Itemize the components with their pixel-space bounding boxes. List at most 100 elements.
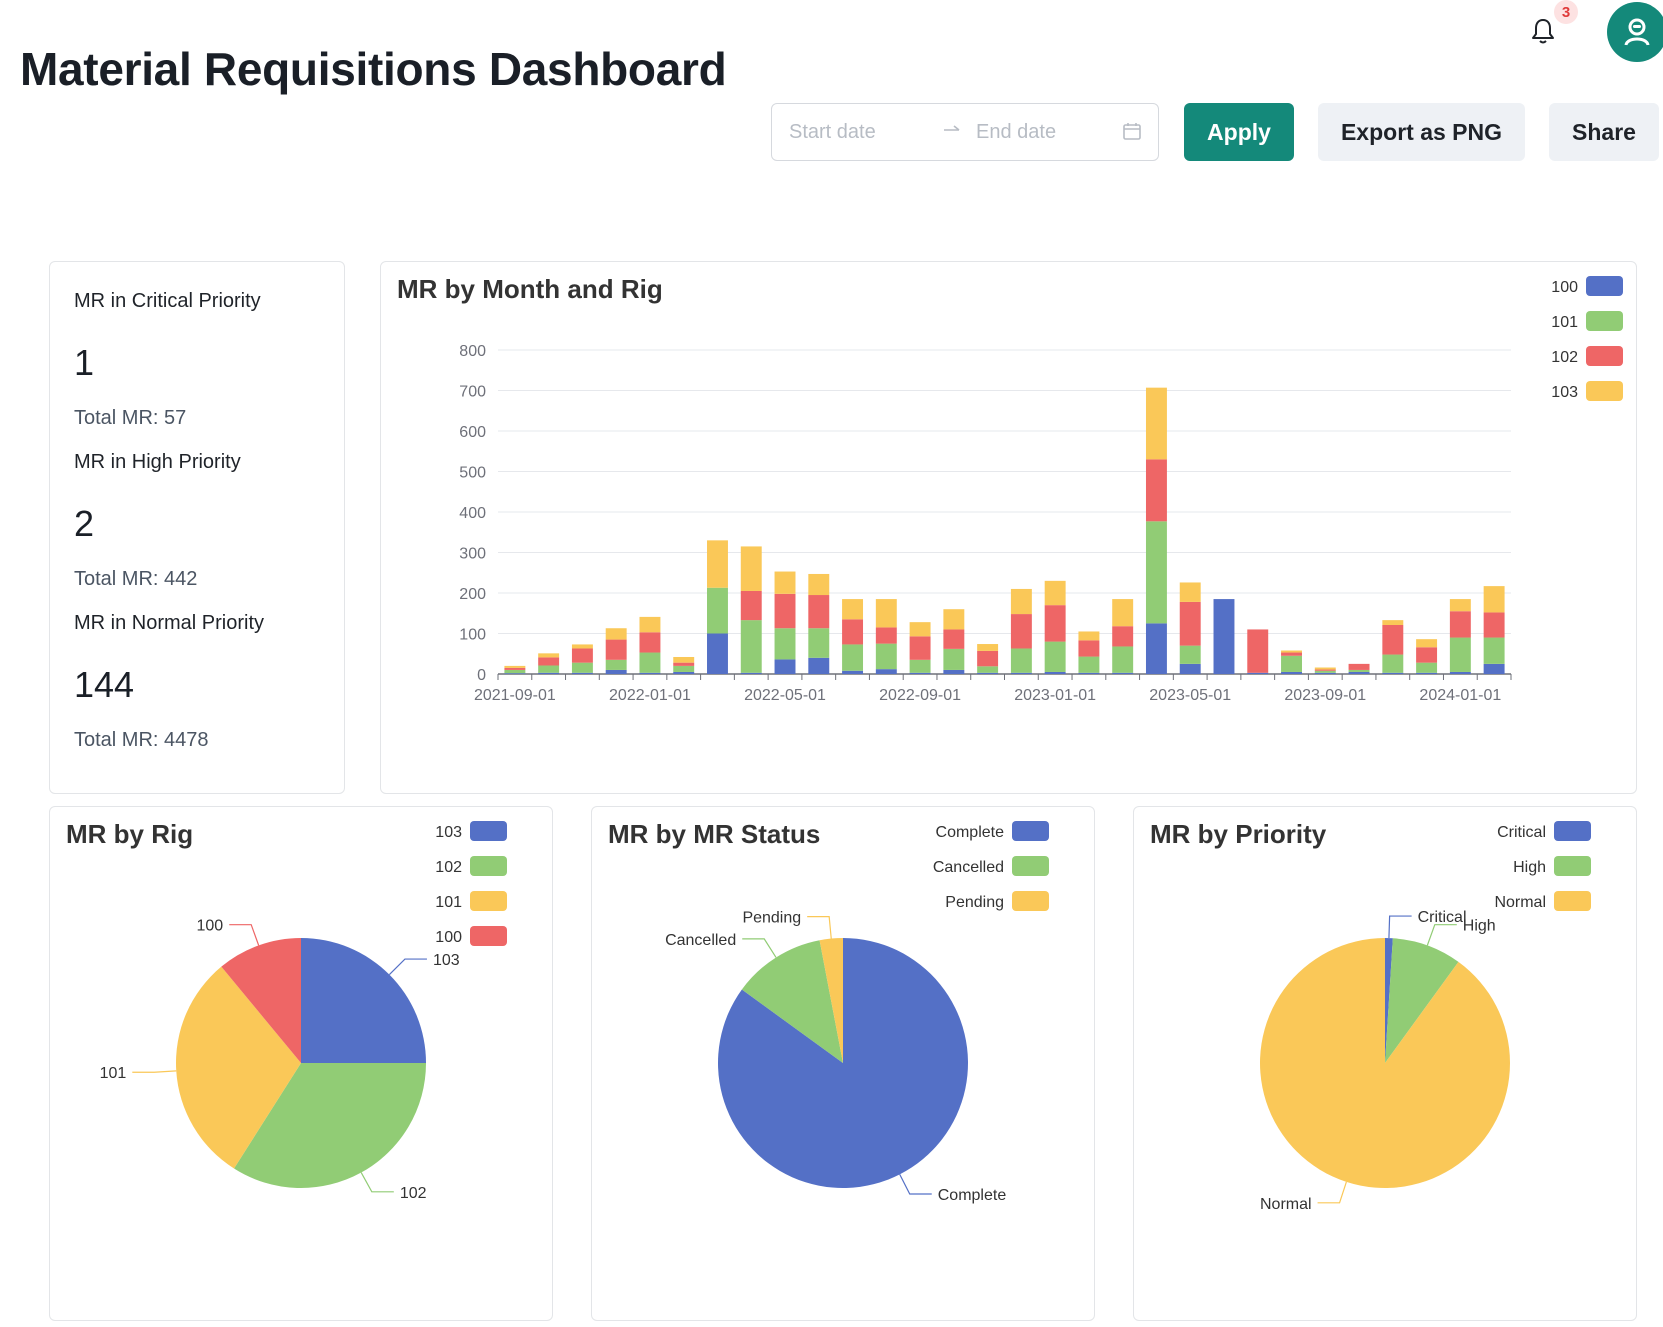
y-tick-label: 700	[459, 384, 486, 401]
bar-segment-103	[1483, 586, 1505, 613]
legend-label: Normal	[1494, 894, 1546, 911]
kpi-high-total: Total MR: 442	[74, 568, 198, 590]
bar-segment-100	[875, 669, 897, 674]
bar-segment-103	[1078, 631, 1100, 641]
bar-segment-100	[774, 659, 796, 674]
pie-slice-label: Critical	[1418, 909, 1467, 926]
bar-segment-100	[1044, 671, 1066, 674]
status-pie-chart: Complete Cancelled Pending Complete Cancelle…	[665, 821, 1049, 1204]
bar-segment-102	[1179, 601, 1201, 646]
pie-slice-cancelled	[741, 940, 843, 1063]
bar-segment-102	[977, 650, 999, 667]
legend-swatch	[1554, 821, 1591, 841]
kpi-critical-label: MR in Critical Priority	[74, 290, 261, 312]
bar-segment-101	[1078, 656, 1100, 673]
bar-segment-103	[774, 571, 796, 594]
legend-swatch	[1554, 891, 1591, 911]
priority-kpi-card: MR in Critical Priority 1 Total MR: 57 M…	[49, 261, 345, 794]
bar-segment-101	[1010, 648, 1032, 673]
start-date-input[interactable]: Start date	[789, 121, 876, 143]
arrow-right-icon	[942, 119, 962, 145]
x-tick-label: 2023-09-01	[1284, 687, 1366, 704]
bar-segment-100	[1348, 671, 1370, 674]
bar-segment-102	[1145, 459, 1167, 522]
bar-segment-102	[1449, 611, 1471, 638]
apply-button[interactable]: Apply	[1184, 103, 1294, 161]
pie-label-line	[899, 1174, 932, 1195]
bar-segment-102	[538, 657, 560, 666]
user-avatar[interactable]	[1607, 2, 1663, 62]
pie-slice-pending	[819, 938, 843, 1063]
kpi-high-value: 2	[74, 503, 95, 544]
bar-segment-100	[1078, 672, 1100, 674]
bar-segment-100	[1483, 663, 1505, 674]
bar-segment-101	[1449, 637, 1471, 672]
bar-segment-101	[707, 587, 728, 634]
bar-segment-103	[1044, 580, 1066, 606]
x-tick-label: 2022-05-01	[744, 687, 826, 704]
end-date-input[interactable]: End date	[976, 121, 1057, 143]
chart-title: MR by Rig	[66, 819, 194, 849]
kpi-critical-value: 1	[74, 342, 95, 383]
pie-slice-label: 103	[433, 952, 460, 969]
page-title: Material Requisitions Dashboard	[20, 43, 727, 95]
y-tick-label: 800	[459, 343, 486, 360]
user-icon	[1624, 18, 1650, 46]
bar-segment-101	[1112, 646, 1134, 673]
legend-swatch	[1012, 856, 1049, 876]
bar-segment-100	[1416, 672, 1438, 674]
pie-slice-high	[1385, 938, 1459, 1063]
bar-segment-100	[909, 672, 931, 674]
bar-segment-103	[605, 628, 627, 640]
share-button[interactable]: Share	[1549, 103, 1659, 161]
legend-label: Pending	[945, 894, 1004, 911]
export-png-button[interactable]: Export as PNG	[1318, 103, 1525, 161]
legend-label: 103	[435, 824, 462, 841]
bar-segment-100	[1112, 672, 1134, 674]
pie-slice-normal	[1260, 938, 1510, 1188]
pie-slice-critical	[1385, 938, 1393, 1063]
y-tick-label: 200	[459, 586, 486, 603]
legend-label: Cancelled	[933, 859, 1004, 876]
bar-segment-102	[774, 593, 796, 629]
bar-segment-101	[808, 628, 830, 658]
bar-segment-101	[740, 620, 762, 673]
bar-segment-102	[504, 667, 526, 670]
legend-swatch	[1586, 346, 1623, 366]
bar-segment-102	[1348, 663, 1370, 670]
bar-segment-103	[639, 616, 661, 633]
kpi-normal-label: MR in Normal Priority	[74, 612, 265, 634]
bar-segment-102	[1483, 612, 1505, 638]
bar-segment-100	[808, 657, 830, 674]
bar-segment-101	[1314, 670, 1336, 673]
bell-icon	[1532, 19, 1554, 44]
x-tick-label: 2021-09-01	[474, 687, 556, 704]
pie-slice-label: Complete	[938, 1187, 1007, 1204]
bar-segment-100	[1281, 671, 1302, 674]
bar-segment-103	[1416, 639, 1438, 648]
bar-segment-100	[605, 669, 627, 674]
x-tick-label: 2022-01-01	[609, 687, 691, 704]
bar-segment-103	[1449, 599, 1471, 612]
bar-segment-101	[1044, 641, 1066, 672]
calendar-icon	[1122, 121, 1142, 147]
pie-label-line	[132, 1070, 177, 1073]
bar-segment-102	[943, 629, 965, 649]
bar-segment-102	[1314, 669, 1336, 671]
chart-title: MR by Priority	[1150, 819, 1327, 849]
legend-swatch	[470, 891, 507, 911]
bar-segment-102	[1078, 640, 1100, 657]
date-range-picker[interactable]: Start date End date	[771, 103, 1159, 161]
bar-segment-100	[1010, 672, 1032, 674]
legend-label: 102	[435, 859, 462, 876]
bar-segment-100	[1179, 663, 1201, 674]
notification-bell-button[interactable]	[1526, 14, 1560, 48]
bar-segment-102	[1382, 624, 1404, 655]
x-tick-label: 2023-01-01	[1014, 687, 1096, 704]
bar-segment-102	[1044, 605, 1066, 642]
bar-segment-100	[673, 671, 695, 674]
bar-segment-100	[943, 669, 965, 674]
bar-segment-101	[673, 665, 695, 672]
month-rig-bar-chart: 0 100 200 300 400 500 600 700 800 2021-09-01 2022-…	[459, 276, 1623, 704]
pie-label-line	[360, 1172, 394, 1193]
